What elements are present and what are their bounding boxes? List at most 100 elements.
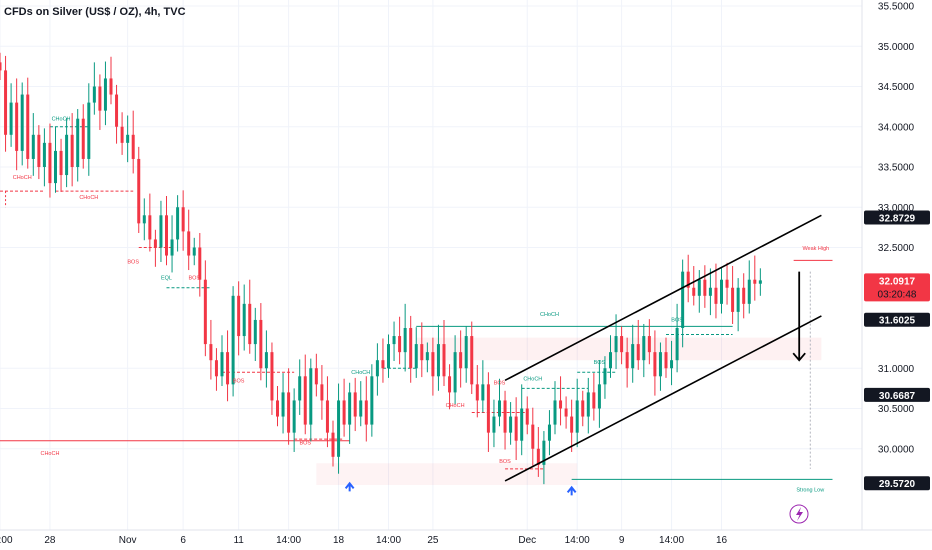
annotation-label: BOS [671,318,683,324]
time-axis[interactable]: 14:00 28 Nov 6 11 14:00 18 14:00 25 Dec 14:00 9 14:0… [0,535,727,546]
candle-body [398,336,402,353]
candle-body [298,376,302,401]
candle-body [509,416,513,433]
candle-body [220,352,224,377]
candle-body [414,344,418,369]
candle-body [214,360,218,377]
candle-body [42,142,46,167]
price-tag-value: 30.6687 [879,391,916,402]
candle-body [131,134,135,159]
candle-body [325,400,329,433]
candle-body [681,271,685,328]
annotation-label: CHoCH [52,116,71,122]
candle-body [686,271,690,288]
candle-body [736,287,740,312]
annotation-label: BOS [299,441,311,447]
candle-body [486,384,490,433]
candle-body [165,215,168,256]
candle-body [525,408,529,425]
candles [0,52,762,485]
trend-channel [504,214,822,482]
candle-body [498,400,501,417]
candle-body [642,336,646,361]
candle-body [103,78,107,111]
candle-body [753,279,757,284]
annotation-label: BOS [188,276,200,282]
candle-body [403,328,407,353]
arrows [344,271,806,496]
candle-body [631,344,635,369]
candle-body [231,295,235,385]
candle-body [148,215,152,240]
candle-body [353,392,357,417]
candle-body [703,279,707,296]
candle-body [614,336,618,353]
candle-body [647,336,651,353]
candle-body [581,400,585,417]
candle-body [209,344,213,361]
annotation-label: CHoCH [446,403,465,409]
candle-body [692,287,696,296]
annotation-label: CHoCH [79,195,98,201]
candle-body [431,352,435,377]
annotation-label: CHoCH [351,370,370,376]
candle-body [320,384,324,401]
candle-body [597,384,601,409]
lightning-icon[interactable] [789,504,809,524]
candle-body [342,400,346,425]
candle-body [81,118,85,159]
candle-body [0,62,2,71]
price-tag-value: 32.0917 [879,276,916,287]
price-axis[interactable]: 35.5000 35.0000 34.5000 34.0000 33.5000 33.00… [878,2,915,456]
candle-body [248,303,252,345]
candle-body [603,368,607,385]
price-tag [864,312,930,327]
candle-body [559,400,563,409]
time-tick-label: 14:00 [376,535,401,546]
candle-body [115,94,119,127]
price-tag [864,210,930,225]
candle-body [187,231,191,256]
channel-line [504,315,822,482]
annotation-label: BOS [594,360,606,366]
candle-body [31,134,35,159]
candle-body [276,400,279,417]
annotation-label: CHoCH [13,175,32,181]
candle-body [259,319,263,369]
candle-body [48,142,52,184]
candle-body [292,400,296,433]
candle-body [192,247,196,256]
time-tick-label: 25 [427,535,439,546]
candle-body [337,400,341,457]
supply-zone [416,337,822,361]
candle-body [309,368,313,425]
candle-body [65,134,69,176]
candle-body [575,400,579,433]
candle-body [76,118,80,167]
candle-body [70,134,74,167]
time-tick-label: 28 [44,535,56,546]
candle-body [281,392,285,417]
annotation-label: BOS [127,260,139,266]
candle-body [436,344,440,377]
price-tick-label: 33.0000 [878,203,915,214]
candle-body [658,352,662,377]
candle-body [725,279,729,288]
candle-body [742,287,746,304]
candle-body [564,408,568,417]
annotations: CHoCH CHoCH CHoCH BOS EQL BOS BOS BOS CHoCH CHoCH… [13,116,830,493]
candle-body [26,94,30,159]
candle-body [264,352,268,369]
candle-body [448,376,452,393]
time-tick-label: Nov [119,535,137,546]
candle-body [653,352,657,377]
candle-body [348,392,352,425]
candle-body [475,384,479,401]
candle-body [708,287,712,296]
candle-body [714,287,718,304]
candle-body [553,400,557,425]
candle-body [9,102,13,135]
candle-body [126,134,130,143]
candle-body [370,376,374,425]
